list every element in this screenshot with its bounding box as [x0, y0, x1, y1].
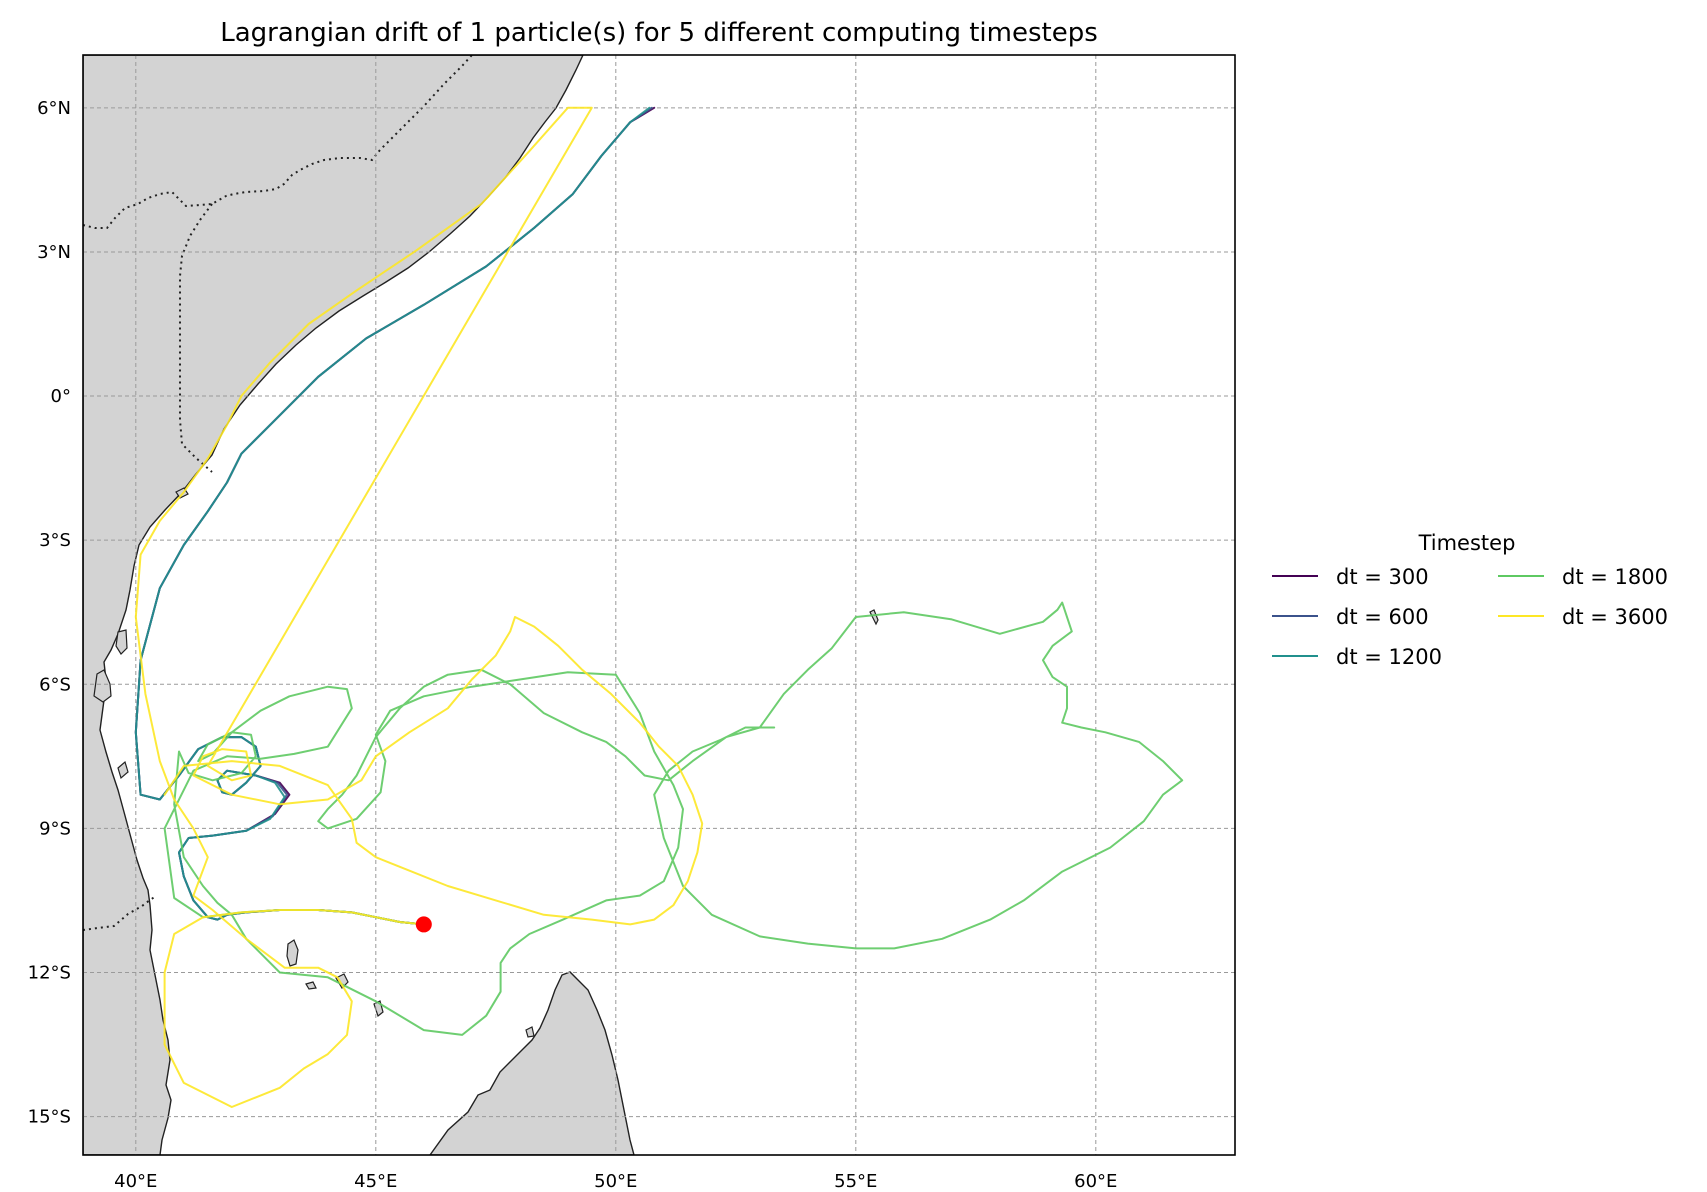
- legend-title: Timestep: [1418, 531, 1516, 555]
- chart-title: Lagrangian drift of 1 particle(s) for 5 …: [220, 18, 1098, 48]
- legend-label: dt = 1200: [1336, 645, 1442, 669]
- y-tick-label: 3°S: [39, 530, 71, 551]
- x-tick-label: 55°E: [834, 1171, 877, 1192]
- y-tick-label: 3°N: [37, 242, 71, 263]
- legend: Timestep dt = 300 dt = 600 dt = 1200 dt = 1…: [1272, 531, 1668, 669]
- y-tick-label: 6°S: [39, 674, 71, 695]
- legend-label: dt = 600: [1336, 605, 1429, 629]
- x-axis-ticks: 40°E 45°E 50°E 55°E 60°E: [114, 1171, 1117, 1192]
- legend-label: dt = 1800: [1562, 565, 1668, 589]
- y-tick-label: 6°N: [37, 98, 71, 119]
- x-tick-label: 45°E: [354, 1171, 397, 1192]
- y-tick-label: 12°S: [28, 962, 71, 983]
- y-tick-label: 0°: [51, 386, 71, 407]
- y-tick-label: 15°S: [28, 1107, 71, 1128]
- x-tick-label: 40°E: [114, 1171, 157, 1192]
- x-tick-label: 50°E: [594, 1171, 637, 1192]
- map-area: [83, 55, 1235, 1155]
- legend-label: dt = 300: [1336, 565, 1429, 589]
- legend-entries: dt = 300 dt = 600 dt = 1200 dt = 1800 dt = 3…: [1272, 565, 1668, 669]
- x-tick-label: 60°E: [1074, 1171, 1117, 1192]
- y-tick-label: 9°S: [39, 818, 71, 839]
- release-point-marker: [416, 916, 432, 932]
- legend-label: dt = 3600: [1562, 605, 1668, 629]
- y-axis-ticks: 6°N 3°N 0° 3°S 6°S 9°S 12°S 15°S: [28, 98, 71, 1128]
